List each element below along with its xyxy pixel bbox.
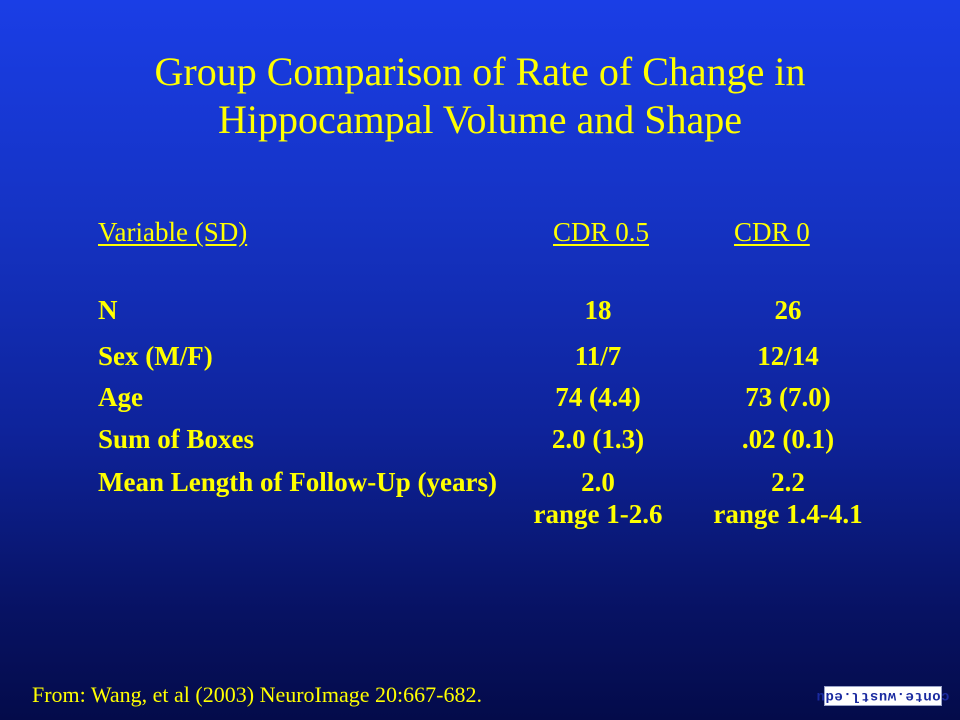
row-value-cdr-05: 18 bbox=[584, 295, 612, 325]
row-value-cdr-0: 73 (7.0) bbox=[745, 382, 831, 412]
header-variable: Variable (SD) bbox=[98, 217, 248, 247]
row-label: Sum of Boxes bbox=[98, 424, 255, 454]
title-line-2: Hippocampal Volume and Shape bbox=[218, 97, 742, 142]
row-value-cdr-05: 2.0 (1.3) bbox=[551, 424, 645, 454]
row-label: Sex (M/F) bbox=[98, 341, 213, 371]
row-value-cdr-05: 2.0 bbox=[581, 467, 615, 497]
row-label: N bbox=[98, 295, 118, 325]
table-row: Sum of Boxes 2.0 (1.3) .02 (0.1) bbox=[98, 422, 878, 456]
row-value-cdr-0: 12/14 bbox=[757, 341, 819, 371]
citation-footer: From: Wang, et al (2003) NeuroImage 20:6… bbox=[32, 682, 482, 707]
header-cdr-05: CDR 0.5 bbox=[553, 217, 650, 247]
row-value-cdr-05: 11/7 bbox=[574, 341, 622, 371]
title-line-1: Group Comparison of Rate of Change in bbox=[154, 49, 806, 94]
row-value-cdr-05: 74 (4.4) bbox=[555, 382, 641, 412]
table-row: Mean Length of Follow-Up (years) 2.0 2.2 bbox=[98, 465, 878, 499]
table-row: Sex (M/F) 11/7 12/14 bbox=[98, 339, 878, 373]
row-value-cdr-0: .02 (0.1) bbox=[741, 424, 835, 454]
row-range-cdr-05: range 1-2.6 bbox=[533, 499, 663, 529]
table-row: Age 74 (4.4) 73 (7.0) bbox=[98, 380, 878, 414]
slide-title: Group Comparison of Rate of Change in Hi… bbox=[0, 48, 960, 144]
table-row: N 18 26 bbox=[98, 293, 878, 327]
institution-logo: conte.wustl.edu bbox=[816, 686, 950, 706]
row-value-cdr-0: 26 bbox=[774, 295, 802, 325]
table-header-row: Variable (SD) CDR 0.5 CDR 0 bbox=[98, 215, 878, 249]
table-row-continuation: range 1-2.6 range 1.4-4.1 bbox=[98, 497, 878, 531]
header-cdr-0: CDR 0 bbox=[734, 217, 810, 247]
row-value-cdr-0: 2.2 bbox=[771, 467, 805, 497]
row-label: Age bbox=[98, 382, 143, 412]
row-label: Mean Length of Follow-Up (years) bbox=[98, 467, 497, 497]
logo-text: conte.wustl.edu bbox=[816, 688, 950, 704]
row-range-cdr-0: range 1.4-4.1 bbox=[713, 499, 863, 529]
